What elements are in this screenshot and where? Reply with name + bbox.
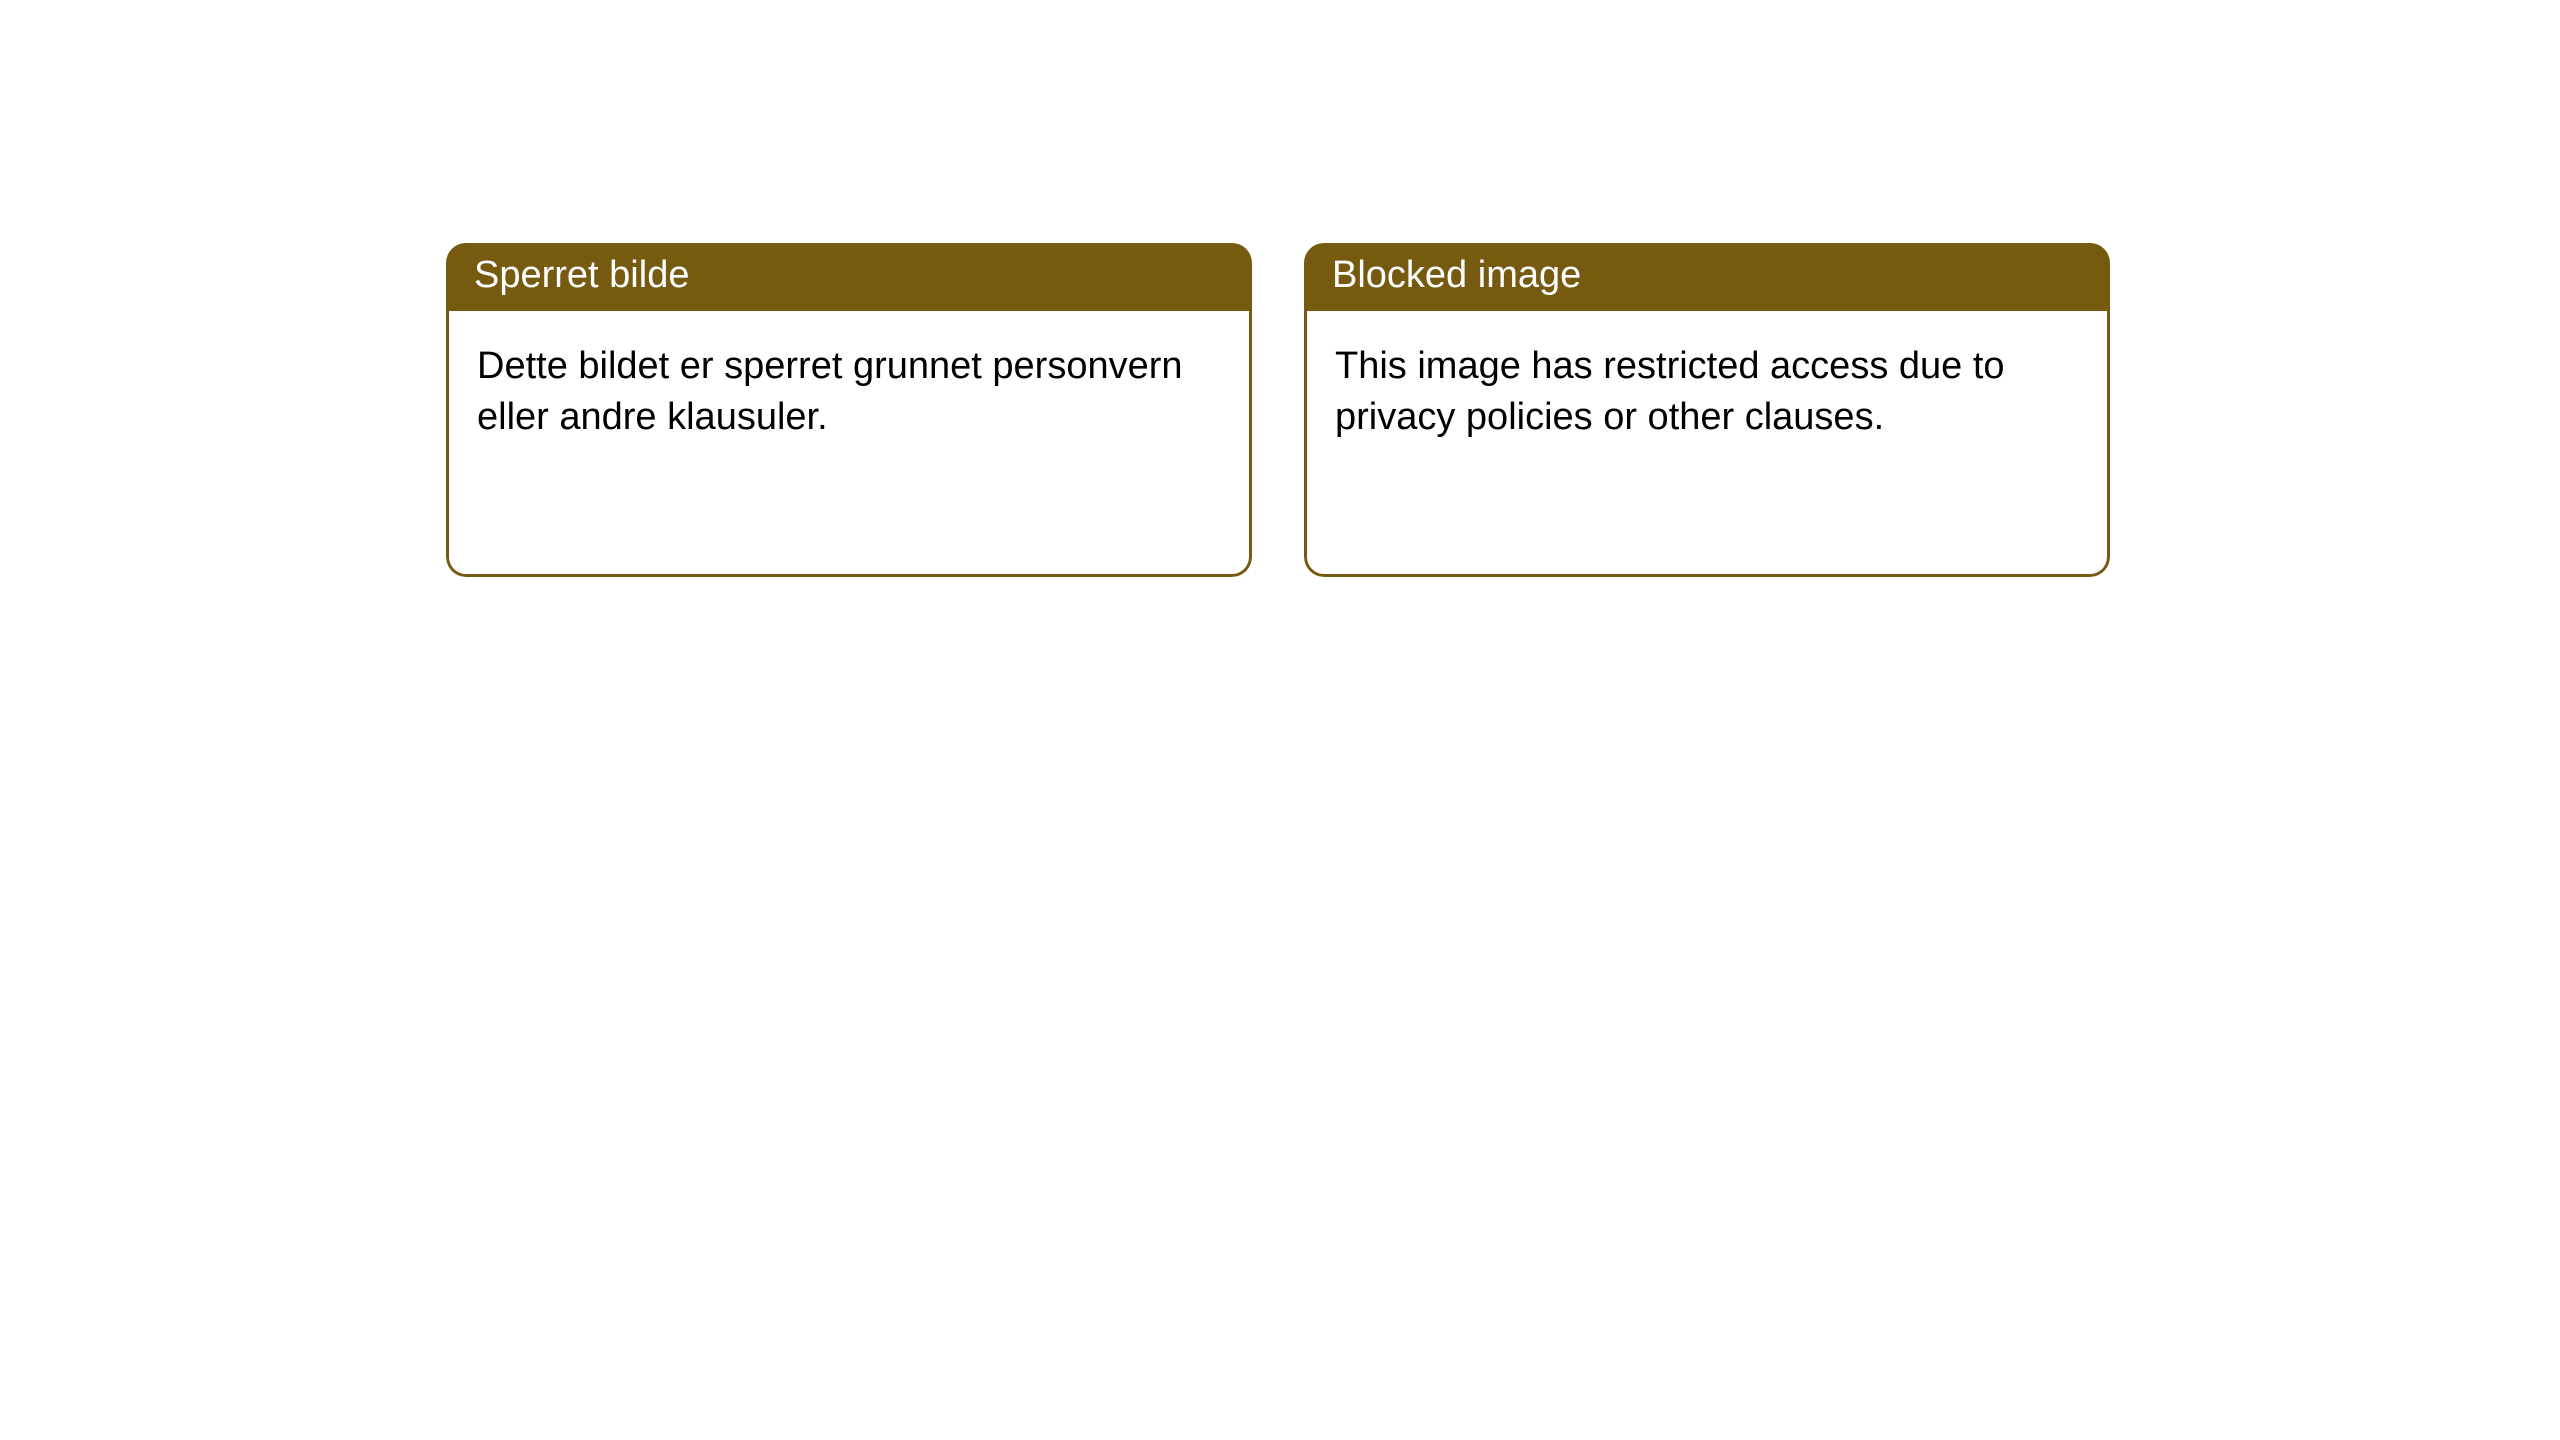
card-body: Dette bildet er sperret grunnet personve…	[446, 311, 1252, 577]
card-body-text: Dette bildet er sperret grunnet personve…	[477, 341, 1221, 444]
card-body: This image has restricted access due to …	[1304, 311, 2110, 577]
card-title: Sperret bilde	[474, 254, 689, 296]
notice-container: Sperret bilde Dette bildet er sperret gr…	[0, 0, 2560, 577]
card-header: Blocked image	[1304, 243, 2110, 311]
card-header: Sperret bilde	[446, 243, 1252, 311]
card-body-text: This image has restricted access due to …	[1335, 341, 2079, 444]
notice-card-norwegian: Sperret bilde Dette bildet er sperret gr…	[446, 243, 1252, 577]
card-title: Blocked image	[1332, 254, 1581, 296]
notice-card-english: Blocked image This image has restricted …	[1304, 243, 2110, 577]
